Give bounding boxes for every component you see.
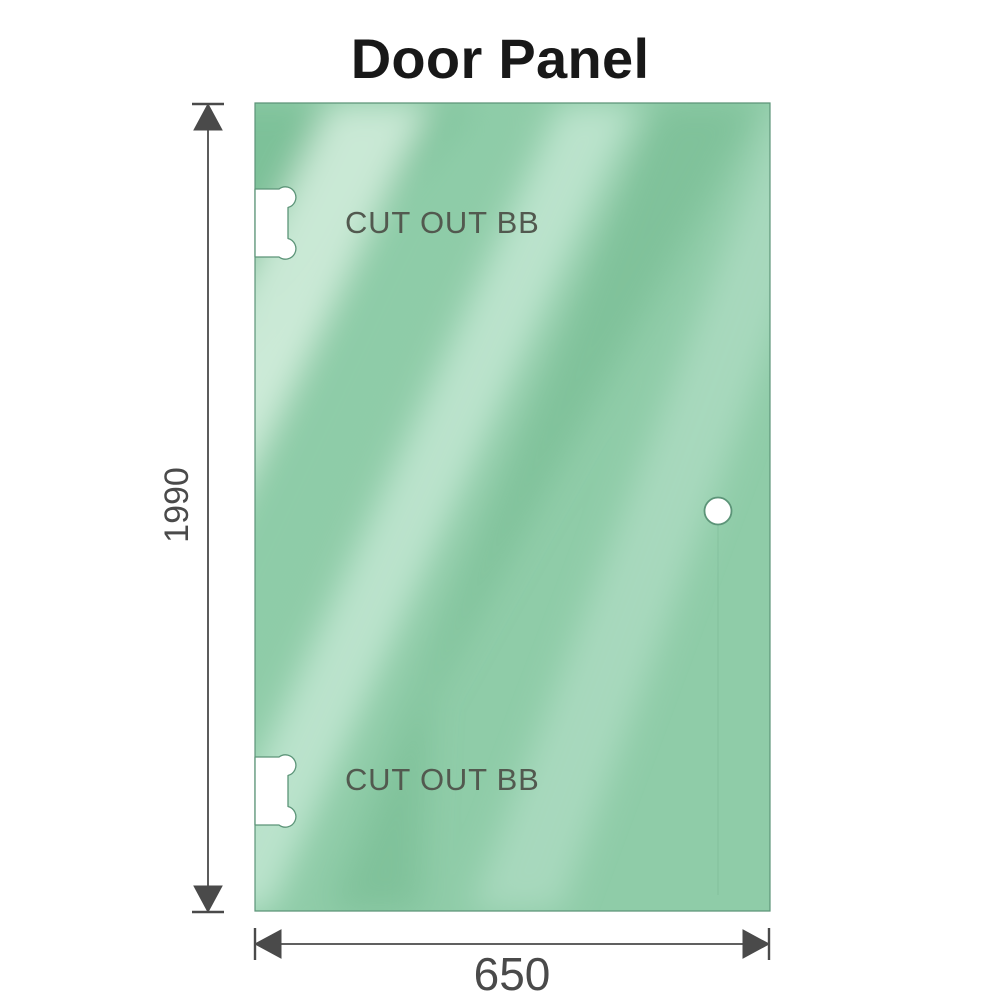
svg-text:CUT OUT BB: CUT OUT BB [345,762,540,797]
svg-text:650: 650 [474,948,551,1000]
svg-text:CUT OUT BB: CUT OUT BB [345,205,540,240]
svg-text:1990: 1990 [158,467,196,543]
